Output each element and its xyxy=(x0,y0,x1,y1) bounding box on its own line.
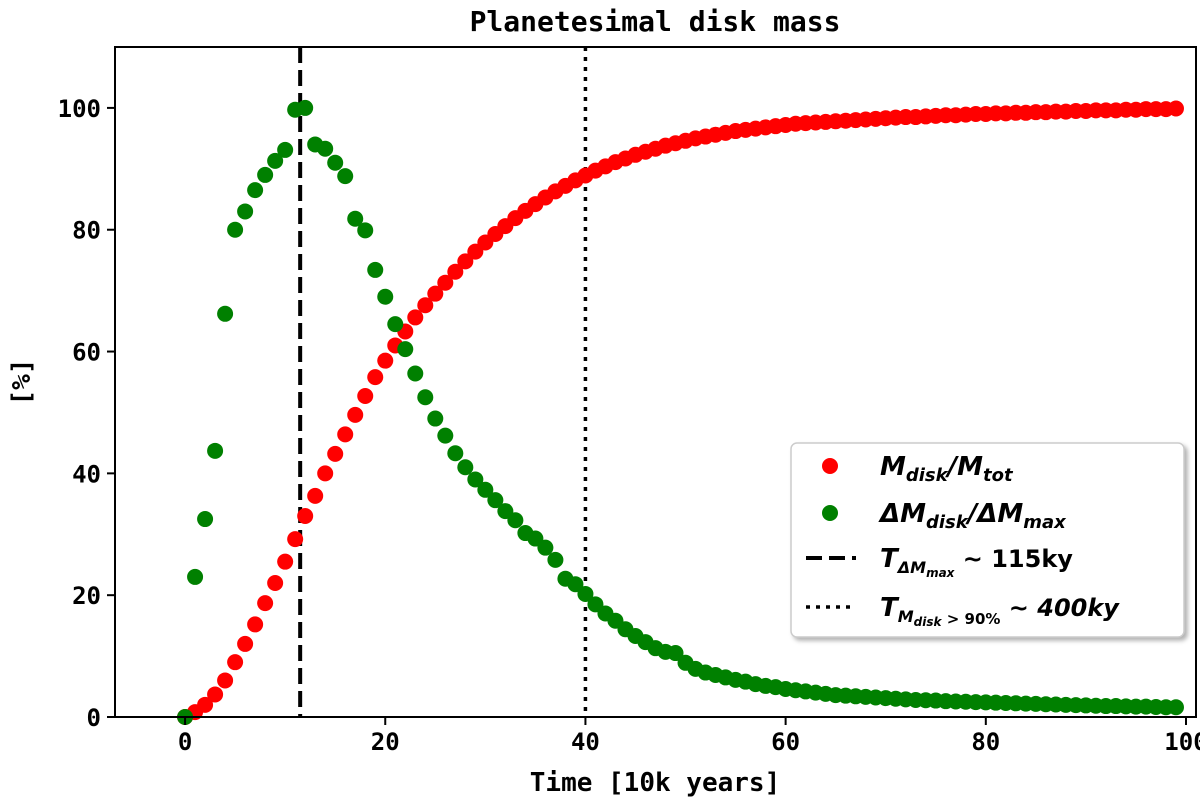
data-point xyxy=(367,369,384,386)
data-point xyxy=(217,305,234,322)
data-point xyxy=(417,297,434,314)
data-point xyxy=(317,140,334,157)
data-point xyxy=(547,551,564,568)
data-point xyxy=(317,465,334,482)
data-point xyxy=(567,576,584,593)
data-point xyxy=(227,654,244,671)
data-point xyxy=(377,288,394,305)
data-point xyxy=(407,365,424,382)
x-tick-label: 20 xyxy=(371,728,400,756)
data-point xyxy=(197,696,214,713)
x-tick-label: 80 xyxy=(971,728,1000,756)
data-point xyxy=(667,645,684,662)
series-dmdisk-dmmax xyxy=(177,99,1184,725)
legend-entry-label: TMdisk > 90% ~ 400ky xyxy=(880,593,1120,629)
data-point xyxy=(287,531,304,548)
legend: Mdisk/Mtot ΔMdisk/ΔMmax TΔMmax ~ 115ky TMdi… xyxy=(790,442,1185,638)
x-tick-label: 60 xyxy=(771,728,800,756)
data-point xyxy=(427,410,444,427)
data-point xyxy=(347,406,364,423)
data-point xyxy=(447,263,464,280)
plot-marks xyxy=(177,47,1184,725)
data-point xyxy=(277,553,294,570)
data-point xyxy=(277,141,294,158)
data-point xyxy=(327,154,344,171)
data-point xyxy=(437,427,454,444)
data-point xyxy=(237,203,254,220)
data-point xyxy=(257,595,274,612)
data-point xyxy=(307,487,324,504)
data-point xyxy=(417,389,434,406)
legend-entry-label: TΔMmax ~ 115ky xyxy=(880,544,1073,580)
data-point xyxy=(267,152,284,169)
data-point xyxy=(577,585,594,602)
legend-entry-label: ΔMdisk/ΔMmax xyxy=(878,499,1067,533)
y-tick-label: 80 xyxy=(72,217,101,245)
data-point xyxy=(537,539,554,556)
data-point xyxy=(377,352,394,369)
y-tick-label: 0 xyxy=(87,704,101,732)
data-point xyxy=(337,168,354,185)
data-point xyxy=(247,616,264,633)
data-point xyxy=(397,341,414,358)
data-point xyxy=(387,316,404,333)
data-point xyxy=(247,182,264,199)
data-point xyxy=(227,221,244,238)
data-point xyxy=(427,285,444,302)
data-point xyxy=(267,575,284,591)
x-tick-label: 0 xyxy=(178,728,192,756)
data-point xyxy=(457,253,474,270)
data-point xyxy=(477,481,494,498)
data-point xyxy=(197,511,214,528)
series-mdisk-mtot xyxy=(177,100,1184,725)
y-tick-label: 100 xyxy=(58,95,101,123)
legend-box xyxy=(790,442,1185,638)
x-tick-label: 40 xyxy=(571,728,600,756)
data-point xyxy=(507,512,524,529)
x-axis-ticks: 0 20 40 60 80 100 xyxy=(178,717,1200,756)
plot-frame xyxy=(114,46,1197,718)
y-tick-label: 20 xyxy=(72,582,101,610)
data-point xyxy=(1167,699,1184,716)
data-point xyxy=(347,210,364,227)
y-tick-label: 60 xyxy=(72,339,101,367)
data-point xyxy=(297,99,314,116)
data-point xyxy=(457,459,474,476)
data-point xyxy=(467,471,484,488)
x-tick-label: 100 xyxy=(1164,728,1200,756)
data-point xyxy=(207,686,224,703)
data-point xyxy=(187,568,204,585)
data-point xyxy=(487,492,504,509)
data-point xyxy=(447,445,464,462)
data-point xyxy=(407,309,424,326)
y-axis-label: [%] xyxy=(7,359,37,406)
y-axis-ticks: 0 20 40 60 80 100 xyxy=(58,95,115,732)
data-point xyxy=(337,426,354,443)
chart-title: Planetesimal disk mass xyxy=(470,5,841,38)
data-point xyxy=(437,274,454,291)
data-point xyxy=(327,445,344,462)
data-point xyxy=(297,508,314,524)
legend-entry-label: Mdisk/Mtot xyxy=(880,452,1014,486)
data-point xyxy=(357,222,374,239)
data-point xyxy=(357,388,374,405)
data-point xyxy=(207,442,224,459)
data-point xyxy=(237,635,254,652)
x-axis-label: Time [10k years] xyxy=(530,768,780,798)
data-point xyxy=(257,166,274,183)
y-tick-label: 40 xyxy=(72,460,101,488)
data-point xyxy=(367,261,384,278)
data-point xyxy=(217,672,234,689)
legend-marker xyxy=(822,505,838,521)
legend-marker xyxy=(822,458,838,474)
data-point xyxy=(1167,100,1184,117)
